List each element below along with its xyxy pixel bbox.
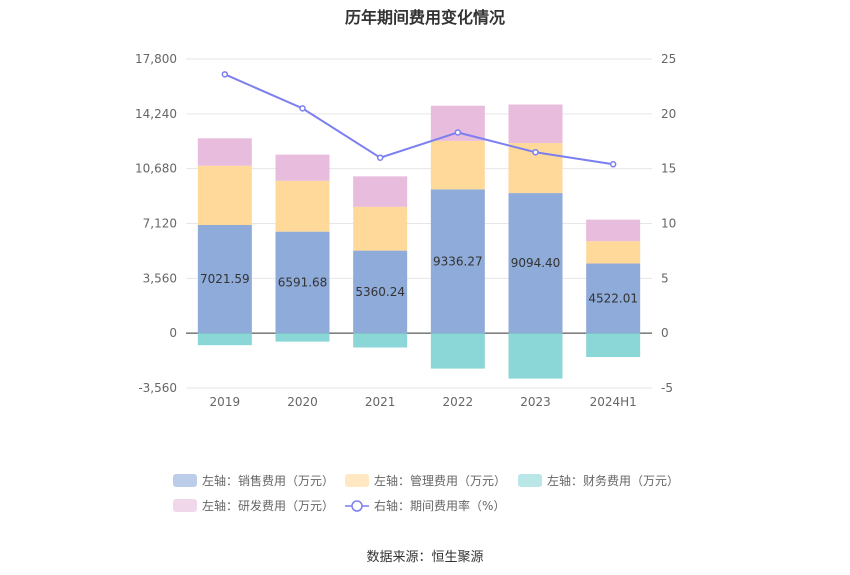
y-right-tick-label: 15	[661, 162, 676, 176]
legend-swatch	[173, 499, 197, 512]
bar	[508, 333, 563, 379]
line-point	[609, 161, 617, 168]
bar-data-label: 6591.68	[278, 275, 328, 289]
line-series	[224, 73, 614, 166]
bar	[508, 193, 563, 334]
y-left-tick-label: 17,800	[135, 52, 177, 66]
legend-swatch	[173, 474, 197, 487]
legend-label: 左轴：销售费用（万元）	[202, 473, 334, 488]
y-left-tick-label: 10,680	[135, 162, 177, 176]
line-point	[299, 105, 306, 112]
bar-data-label: 9336.27	[433, 254, 483, 268]
y-right-tick-label: 25	[661, 52, 676, 66]
y-right-tick-label: -5	[661, 381, 673, 395]
bar-data-label: 9094.40	[511, 256, 561, 270]
y-right-tick-label: 0	[661, 326, 669, 340]
bar	[275, 154, 330, 181]
x-tick-label: 2021	[365, 395, 396, 409]
x-tick-label: 2023	[520, 395, 551, 409]
legend-label: 右轴：期间费用率（%）	[374, 498, 505, 513]
bar-data-label: 5360.24	[355, 285, 405, 299]
y-left-tick-label: 14,240	[135, 107, 177, 121]
y-left-tick-label: 3,560	[143, 271, 177, 285]
bar-data-label: 7021.59	[200, 272, 250, 286]
bar	[353, 176, 408, 207]
bar	[275, 231, 330, 334]
bar-data-label: 4522.01	[588, 291, 638, 305]
y-right-tick-label: 20	[661, 107, 676, 121]
bar	[586, 241, 641, 264]
bar	[197, 138, 252, 166]
y-left-tick-label: 0	[169, 326, 177, 340]
source-note: 数据来源：恒生聚源	[366, 550, 484, 565]
bar	[508, 104, 563, 144]
legend-label: 左轴：研发费用（万元）	[202, 498, 334, 513]
bar	[197, 225, 252, 334]
line-point	[221, 71, 229, 78]
legend-swatch-marker	[351, 500, 363, 512]
legend-label: 左轴：财务费用（万元）	[547, 473, 679, 488]
legend-swatch	[518, 474, 542, 487]
bar	[197, 165, 252, 226]
bar	[197, 333, 252, 346]
line-point	[454, 129, 462, 136]
x-tick-label: 2019	[210, 395, 241, 409]
line-point	[376, 154, 384, 161]
legend-label: 左轴：管理费用（万元）	[374, 473, 506, 488]
bar	[275, 333, 330, 342]
bar	[353, 206, 408, 251]
bar	[275, 180, 330, 232]
x-tick-label: 2022	[443, 395, 474, 409]
bar	[430, 189, 485, 334]
x-tick-label: 2024H1	[590, 395, 637, 409]
bar	[353, 333, 408, 348]
bar	[430, 140, 485, 190]
bar	[586, 333, 641, 358]
chart-title: 历年期间费用变化情况	[344, 8, 505, 27]
legend-swatch	[345, 474, 369, 487]
bar	[586, 219, 641, 242]
bar	[430, 333, 485, 369]
bar	[353, 250, 408, 334]
y-right-tick-label: 10	[661, 217, 676, 231]
y-left-tick-label: -3,560	[138, 381, 177, 395]
x-tick-label: 2020	[287, 395, 318, 409]
bar	[586, 263, 641, 334]
y-right-tick-label: 5	[661, 271, 669, 285]
line-point	[532, 148, 539, 156]
y-left-tick-label: 7,120	[143, 217, 177, 231]
